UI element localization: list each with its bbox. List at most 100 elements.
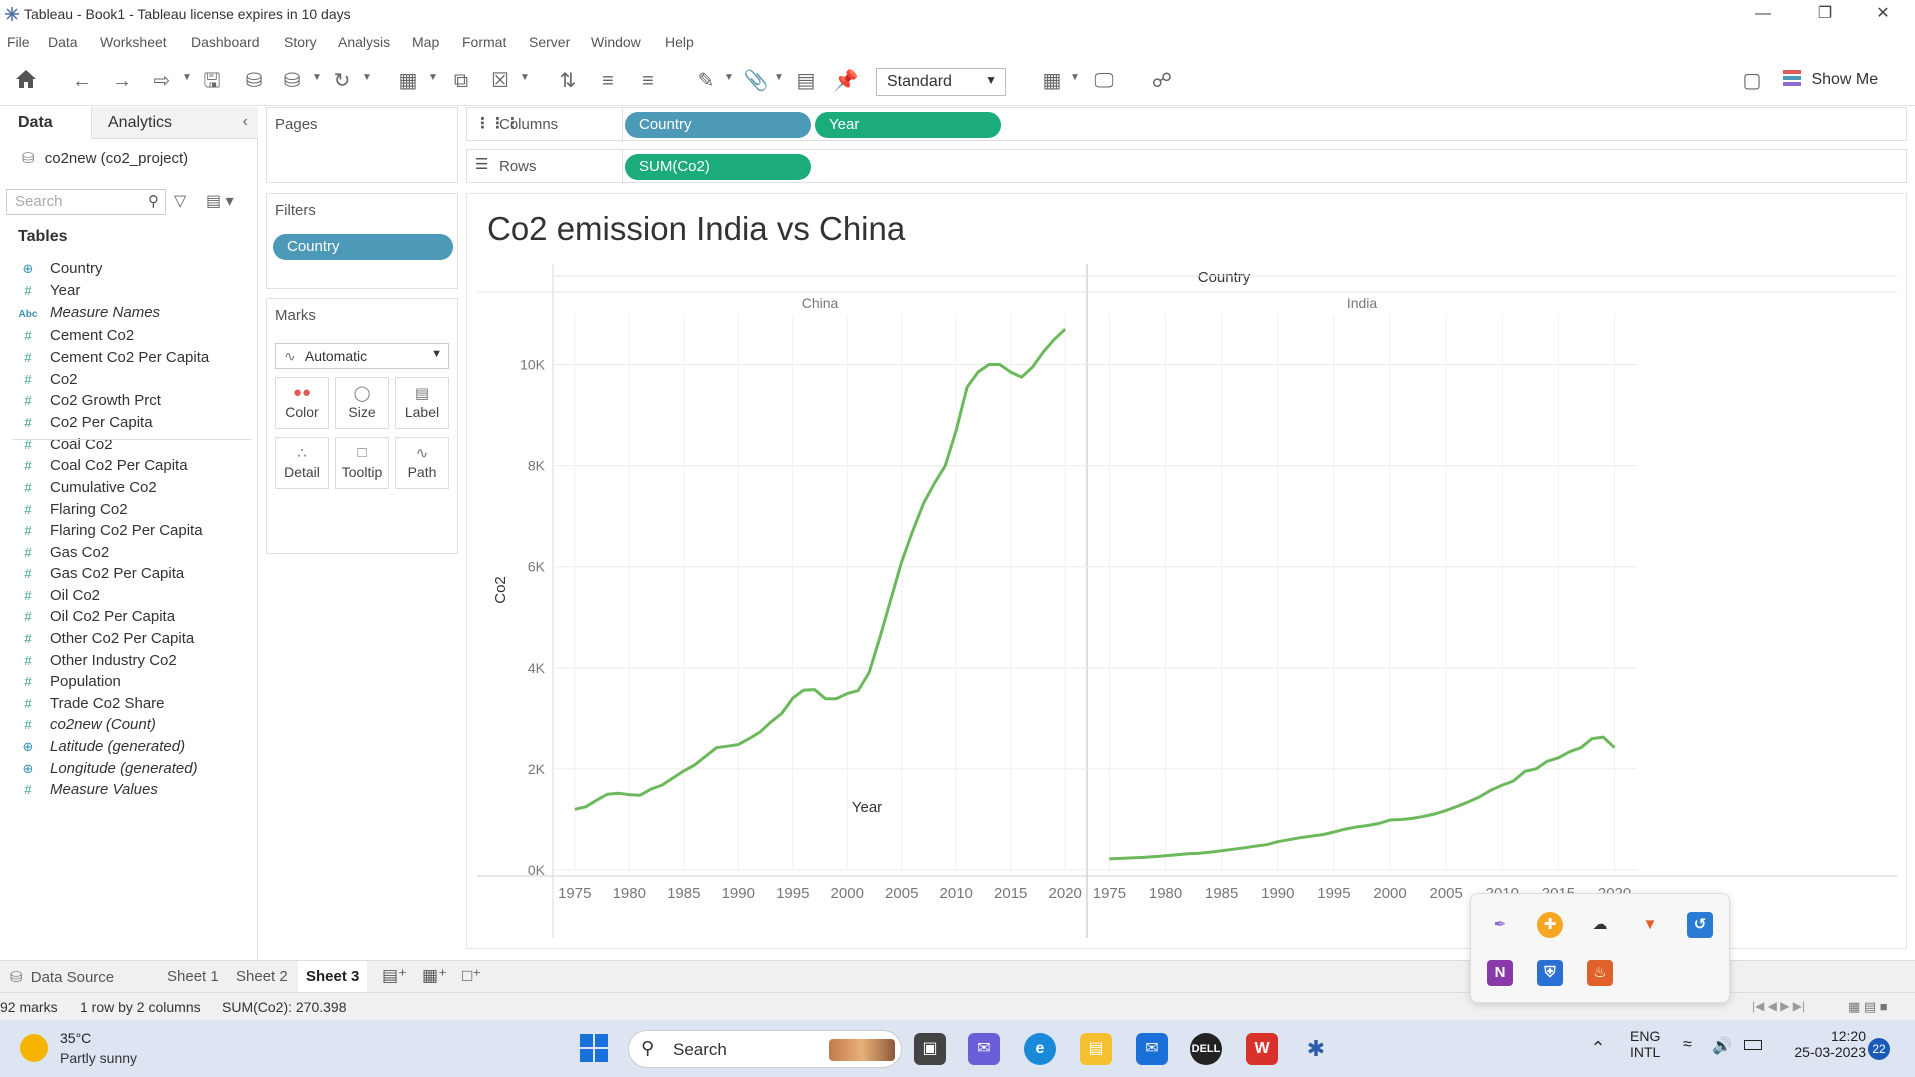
close-button[interactable]: ✕: [1876, 5, 1890, 22]
highlight-caret-icon[interactable]: ▼: [724, 72, 734, 83]
columns-pill-country[interactable]: Country: [625, 112, 811, 138]
columns-pill-year[interactable]: Year: [815, 112, 1001, 138]
new-worksheet-icon[interactable]: ▦: [398, 70, 418, 92]
clear-caret-icon[interactable]: ▼: [520, 72, 530, 83]
new-dashboard-tab-icon[interactable]: ▦⁺: [422, 966, 448, 985]
tab-sheet-1[interactable]: Sheet 1: [167, 968, 219, 985]
wifi-icon[interactable]: ≈: [1683, 1036, 1692, 1053]
field-cement-co2-per-capita[interactable]: # Cement Co2 Per Capita: [18, 349, 209, 371]
task-view-icon[interactable]: ▣: [914, 1033, 946, 1065]
field-oil-co2-per-capita[interactable]: # Oil Co2 Per Capita: [18, 608, 175, 630]
field-cement-co2[interactable]: # Cement Co2: [18, 327, 134, 349]
field-co2-growth-prct[interactable]: # Co2 Growth Prct: [18, 392, 161, 414]
restore-button[interactable]: ❐: [1817, 5, 1833, 22]
tab-data-source[interactable]: ⛁ Data Source: [10, 968, 114, 986]
presentation-icon[interactable]: 🖵: [1094, 70, 1114, 92]
refresh-icon[interactable]: ↻: [333, 70, 351, 92]
group-icon[interactable]: 📎: [743, 70, 769, 92]
new-datasource-icon[interactable]: ⛁: [245, 70, 263, 92]
save-icon[interactable]: 🖫: [203, 70, 221, 92]
field-flaring-co2-per-capita[interactable]: # Flaring Co2 Per Capita: [18, 522, 202, 544]
vpn-app-icon[interactable]: ▼: [1642, 916, 1658, 933]
refresh-caret-icon[interactable]: ▼: [362, 72, 372, 83]
field-trade-co2-share[interactable]: # Trade Co2 Share: [18, 695, 164, 717]
field-flaring-co2[interactable]: # Flaring Co2: [18, 501, 127, 523]
teams-chat-icon[interactable]: ✉: [968, 1033, 1000, 1065]
field-co2new-count[interactable]: # co2new (Count): [18, 716, 156, 738]
field-measure-values[interactable]: # Measure Values: [18, 781, 157, 803]
new-worksheet-tab-icon[interactable]: ▤⁺: [382, 966, 408, 985]
size-button[interactable]: ◯ Size: [335, 377, 389, 429]
tray-overflow-chevron-icon[interactable]: ⌃: [1590, 1038, 1606, 1058]
field-longitude-generated[interactable]: ⊕ Longitude (generated): [18, 760, 198, 782]
sheet-nav-icons[interactable]: |◀ ◀ ▶ ▶|: [1752, 999, 1806, 1013]
field-country[interactable]: ⊕ Country: [18, 260, 103, 282]
menu-data[interactable]: Data: [48, 34, 78, 50]
windows-start-icon[interactable]: [578, 1033, 610, 1065]
search-input[interactable]: Search ⚲: [6, 189, 166, 215]
tab-sheet-2[interactable]: Sheet 2: [236, 968, 288, 985]
menu-help[interactable]: Help: [665, 34, 694, 50]
tab-data[interactable]: Data: [0, 107, 92, 139]
share-icon[interactable]: ☍: [1151, 70, 1173, 92]
labels-icon[interactable]: ▤: [796, 70, 816, 92]
menu-story[interactable]: Story: [284, 34, 317, 50]
field-co2[interactable]: # Co2: [18, 371, 77, 393]
view-options-icon[interactable]: ▤ ▾: [206, 193, 234, 210]
field-co2-per-capita[interactable]: # Co2 Per Capita: [18, 414, 152, 436]
clock[interactable]: 12:20 25-03-2023: [1786, 1028, 1866, 1060]
tableau-taskbar-icon[interactable]: ✱: [1306, 1036, 1326, 1061]
columns-shelf[interactable]: ⋮⋮⋮ Columns Country Year: [466, 107, 1907, 142]
filter-icon[interactable]: ▽: [174, 193, 187, 210]
menu-map[interactable]: Map: [412, 34, 440, 50]
home-icon[interactable]: [12, 68, 40, 94]
edge-browser-icon[interactable]: e: [1024, 1033, 1056, 1065]
fit-select[interactable]: Standard ▼: [876, 68, 1006, 96]
show-me-button[interactable]: Show Me: [1783, 70, 1878, 89]
field-oil-co2[interactable]: # Oil Co2: [18, 587, 100, 609]
minimize-button[interactable]: —: [1755, 5, 1771, 22]
new-sheet-caret-icon[interactable]: ▼: [428, 72, 438, 83]
notification-badge[interactable]: 22: [1868, 1038, 1890, 1060]
security-shield-icon[interactable]: ⛨: [1537, 960, 1563, 986]
sort-descending-icon[interactable]: ≡: [642, 70, 654, 92]
tab-analytics[interactable]: Analytics ‹: [92, 107, 258, 139]
color-button[interactable]: ●● Color: [275, 377, 329, 429]
tooltip-button[interactable]: □ Tooltip: [335, 437, 389, 489]
redo-icon[interactable]: →: [112, 70, 132, 92]
menu-file[interactable]: File: [7, 34, 30, 50]
view-mode-icons[interactable]: ▦ ▤ ■: [1848, 999, 1888, 1014]
mail-icon[interactable]: ✉: [1136, 1033, 1168, 1065]
pin-icon[interactable]: 📌: [833, 70, 859, 92]
line-chart[interactable]: Country Year Co2 0K 2K 4K 6K 8K 10K China 1975 1…: [467, 194, 1908, 950]
weather-widget[interactable]: 35°C Partly sunny: [20, 1030, 160, 1070]
series-line-china[interactable]: [574, 328, 1067, 811]
onenote-icon[interactable]: N: [1487, 960, 1513, 986]
datasource-item[interactable]: ⛁ co2new (co2_project): [22, 149, 188, 167]
undo-icon[interactable]: ←: [72, 70, 92, 92]
rows-pill-sum-co2[interactable]: SUM(Co2): [625, 154, 811, 180]
pen-app-icon[interactable]: ✒: [1493, 916, 1507, 933]
field-coal-co2[interactable]: # Coal Co2: [18, 436, 112, 458]
sort-ascending-icon[interactable]: ≡: [602, 70, 614, 92]
dell-icon[interactable]: DELL: [1190, 1033, 1222, 1065]
field-latitude-generated[interactable]: ⊕ Latitude (generated): [18, 738, 186, 760]
duplicate-sheet-icon[interactable]: ⧉: [453, 70, 469, 92]
replay-caret-icon[interactable]: ▼: [182, 72, 192, 83]
sync-app-icon[interactable]: ↺: [1687, 912, 1713, 938]
field-cumulative-co2[interactable]: # Cumulative Co2: [18, 479, 156, 501]
battery-icon[interactable]: [1744, 1040, 1762, 1050]
field-population[interactable]: # Population: [18, 673, 121, 695]
taskbar-search[interactable]: ⚲ Search: [628, 1030, 902, 1068]
cards-icon[interactable]: ▦: [1042, 70, 1062, 92]
field-coal-co2-per-capita[interactable]: # Coal Co2 Per Capita: [18, 457, 187, 479]
rows-shelf[interactable]: ☰ Rows SUM(Co2): [466, 149, 1907, 184]
field-measure-names[interactable]: Abc Measure Names: [18, 304, 161, 326]
volume-icon[interactable]: 🔊: [1712, 1038, 1732, 1055]
new-story-tab-icon[interactable]: □⁺: [462, 966, 482, 985]
cards-caret-icon[interactable]: ▼: [1070, 72, 1080, 83]
orange-app-icon[interactable]: ✚: [1537, 912, 1563, 938]
swap-icon[interactable]: ⇅: [559, 70, 577, 92]
path-button[interactable]: ∿ Path: [395, 437, 449, 489]
language-indicator[interactable]: ENG INTL: [1630, 1028, 1660, 1060]
